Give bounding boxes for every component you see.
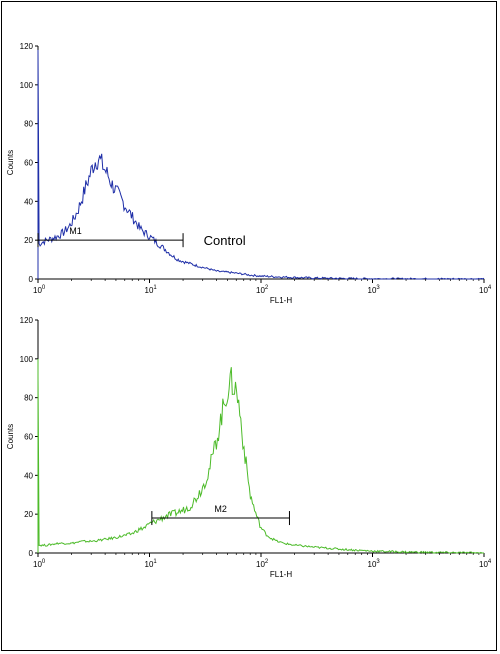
x-tick-label: 104 [479, 285, 492, 295]
y-tick-label: 60 [24, 159, 33, 168]
x-tick-label: 100 [33, 559, 46, 569]
y-tick-label: 100 [20, 81, 34, 90]
y-tick-label: 40 [24, 197, 33, 206]
y-tick-label: 80 [24, 394, 33, 403]
x-tick-label: 102 [256, 559, 269, 569]
x-tick-label: 101 [145, 559, 158, 569]
x-tick-label: 103 [368, 285, 381, 295]
gate-label: M2 [214, 504, 227, 514]
y-tick-label: 60 [24, 433, 33, 442]
x-axis-title: FL1-H [270, 296, 292, 305]
y-axis-title: Counts [6, 150, 15, 175]
y-tick-label: 20 [24, 236, 33, 245]
x-tick-label: 102 [256, 285, 269, 295]
histogram-panel-2: 0 20 40 60 80 100 120 100 101 102 103 104 FL1-H Count… [6, 316, 492, 579]
y-tick-label: 40 [24, 471, 33, 480]
histogram-series-line [37, 49, 485, 280]
gate-label: M1 [69, 226, 82, 236]
y-tick-label: 100 [20, 355, 34, 364]
y-tick-label: 80 [24, 120, 33, 129]
x-axis-title: FL1-H [270, 570, 292, 579]
y-tick-label: 120 [20, 316, 34, 325]
x-tick-label: 104 [479, 559, 492, 569]
x-tick-label: 103 [368, 559, 381, 569]
histogram-series-line [37, 358, 484, 554]
x-tick-label: 100 [33, 285, 46, 295]
y-tick-label: 20 [24, 510, 33, 519]
x-tick-label: 101 [145, 285, 158, 295]
y-tick-label: 120 [20, 42, 34, 51]
y-tick-label: 0 [29, 549, 34, 558]
histogram-panel-1: 0 20 40 60 80 100 120 100 101 102 103 104 FL1-H Count… [6, 42, 492, 305]
y-axis-title: Counts [6, 424, 15, 449]
control-label: Control [204, 233, 246, 248]
y-tick-label: 0 [29, 275, 34, 284]
